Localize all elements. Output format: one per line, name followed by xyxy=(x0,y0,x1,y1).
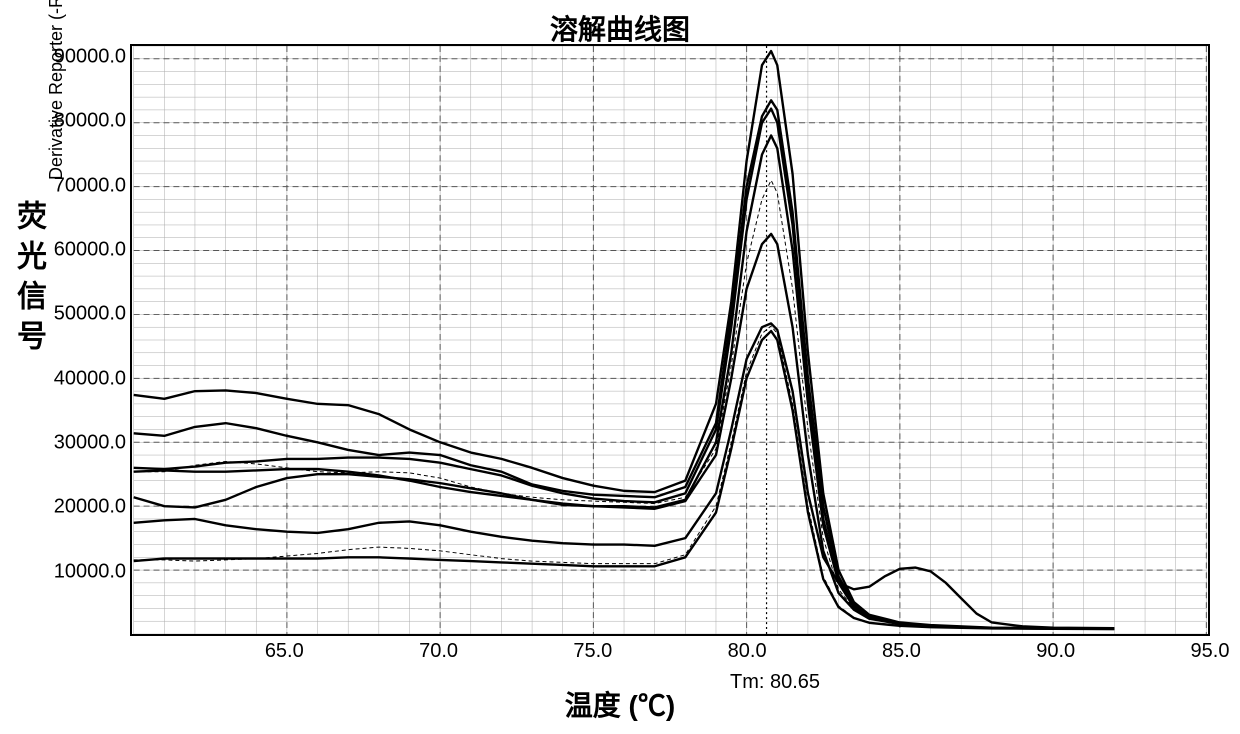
x-axis-label: 温度 (℃) xyxy=(0,684,1240,724)
melt-curve-chart: 溶解曲线图 荧光信号 Derivative Reporter (-R') 100… xyxy=(0,0,1240,734)
y-tick: 80000.0 xyxy=(54,110,126,133)
x-tick: 70.0 xyxy=(419,640,458,663)
y-axis-label-cn: 荧光信号 xyxy=(6,200,50,360)
y-tick: 90000.0 xyxy=(54,45,126,68)
x-tick: 80.0 xyxy=(728,640,767,663)
plot-area xyxy=(130,44,1210,636)
y-tick: 70000.0 xyxy=(54,174,126,197)
chart-title: 溶解曲线图 xyxy=(0,8,1240,48)
y-axis-label-en: Derivative Reporter (-R') xyxy=(46,0,67,180)
x-tick: 85.0 xyxy=(882,640,921,663)
x-tick: 95.0 xyxy=(1191,640,1230,663)
curves-layer xyxy=(132,46,1208,634)
x-tick: 65.0 xyxy=(265,640,304,663)
y-tick: 50000.0 xyxy=(54,303,126,326)
y-tick: 20000.0 xyxy=(54,496,126,519)
y-tick: 60000.0 xyxy=(54,238,126,261)
x-tick: 90.0 xyxy=(1036,640,1075,663)
y-tick: 30000.0 xyxy=(54,431,126,454)
y-tick: 40000.0 xyxy=(54,367,126,390)
y-tick: 10000.0 xyxy=(54,560,126,583)
x-tick: 75.0 xyxy=(573,640,612,663)
